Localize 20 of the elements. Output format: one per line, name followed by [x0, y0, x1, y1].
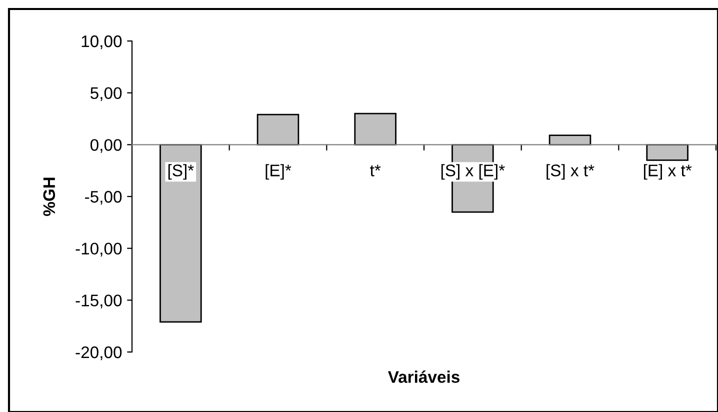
- y-tick-label: -10,00: [76, 242, 122, 257]
- x-tick-label: [S] x t*: [546, 164, 594, 180]
- x-tick-label: [E] x t*: [644, 164, 692, 180]
- x-tick-label: t*: [370, 164, 381, 176]
- y-tick-label: -15,00: [76, 294, 122, 308]
- bar: [256, 114, 300, 146]
- x-axis-title: Variáveis: [388, 370, 460, 383]
- bar: [646, 144, 688, 161]
- y-axis-title: %GH: [43, 178, 56, 216]
- bar: [354, 112, 396, 146]
- y-tick-label: -5,00: [85, 190, 122, 205]
- y-tick-label: -20,00: [76, 346, 122, 360]
- x-tick-label: [E]*: [266, 164, 292, 180]
- y-tick-label: 10,00: [82, 35, 122, 50]
- y-tick-label: 5,00: [90, 87, 122, 102]
- bar: [160, 144, 202, 323]
- y-tick-label: 0,00: [90, 139, 122, 153]
- bar: [548, 134, 592, 146]
- x-tick-label: [S]*: [168, 164, 194, 180]
- x-tick-label: [S] x [E]*: [441, 164, 505, 180]
